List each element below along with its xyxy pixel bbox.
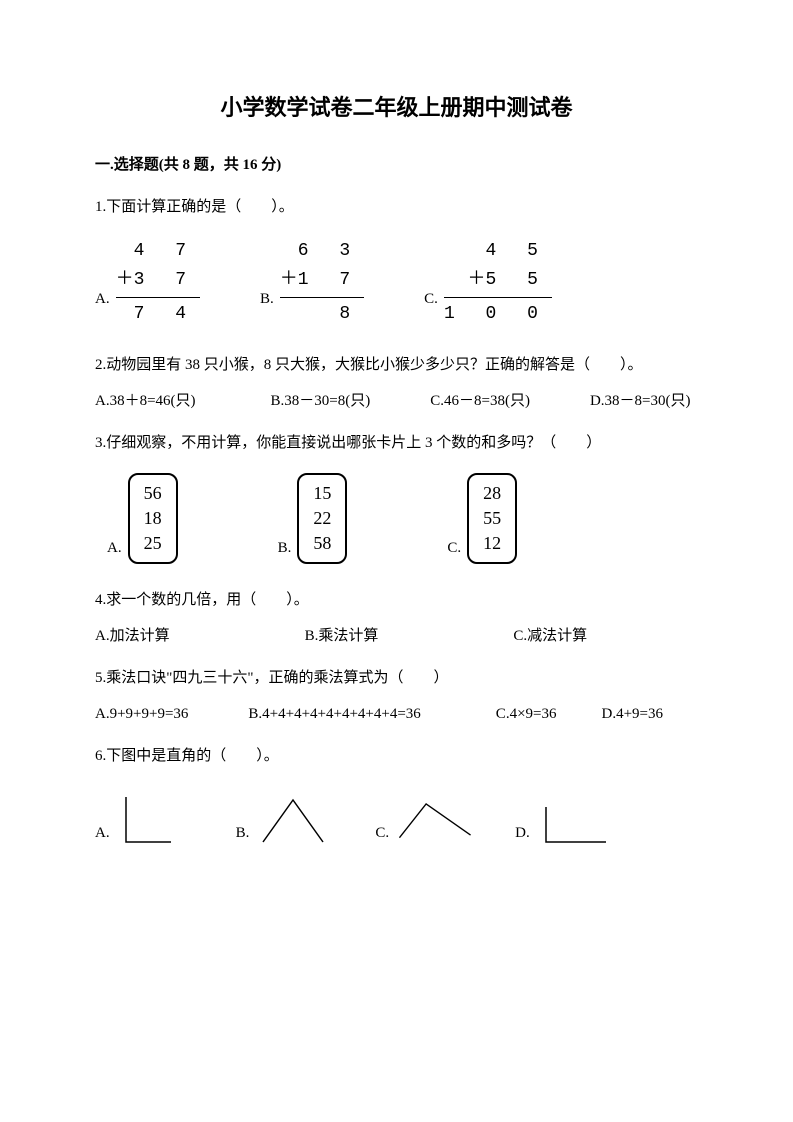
angle-icon-d xyxy=(536,792,616,847)
q6-option-d: D. xyxy=(515,792,616,847)
q3-c-v1: 28 xyxy=(483,481,501,506)
angle-icon-a xyxy=(116,792,196,847)
q3-b-v3: 58 xyxy=(313,531,331,556)
q1-options: A. 4 7 ＋3 7 7 4 B. 6 3 ＋1 7 8 C. 4 5 ＋5 … xyxy=(95,237,698,328)
q1-a-calc: 4 7 ＋3 7 7 4 xyxy=(116,237,200,328)
q5-text: 5.乘法口诀"四九三十六"，正确的乘法算式为（ ） xyxy=(95,666,698,690)
q3-c-label: C. xyxy=(447,536,461,560)
question-2: 2.动物园里有 38 只小猴，8 只大猴，大猴比小猴少多少只？正确的解答是（ ）… xyxy=(95,353,698,413)
q3-option-b: B. 15 22 58 xyxy=(278,473,348,565)
q1-c-r1: 4 5 xyxy=(444,237,552,266)
q1-c-r2v: 5 5 xyxy=(486,270,548,290)
q1-a-label: A. xyxy=(95,287,110,311)
q3-b-label: B. xyxy=(278,536,292,560)
q1-b-op: ＋ xyxy=(280,266,298,295)
q1-c-r2: ＋5 5 xyxy=(444,266,552,295)
q1-c-calc: 4 5 ＋5 5 1 0 0 xyxy=(444,237,552,328)
q3-a-v1: 56 xyxy=(144,481,162,506)
q1-b-r3: 8 xyxy=(280,300,364,329)
q1-option-b: B. 6 3 ＋1 7 8 xyxy=(260,237,364,328)
q1-b-r2v: 1 7 xyxy=(298,270,360,290)
q6-option-a: A. xyxy=(95,792,196,847)
q3-text: 3.仔细观察，不用计算，你能直接说出哪张卡片上 3 个数的和多吗？（ ） xyxy=(95,431,698,455)
q1-a-r3: 7 4 xyxy=(116,300,200,329)
q3-b-v1: 15 xyxy=(313,481,331,506)
q1-text: 1.下面计算正确的是（ ）。 xyxy=(95,195,698,219)
q6-d-label: D. xyxy=(515,821,530,845)
page-title: 小学数学试卷二年级上册期中测试卷 xyxy=(95,90,698,125)
q1-b-r1: 6 3 xyxy=(280,237,364,266)
q3-c-card: 28 55 12 xyxy=(467,473,517,565)
q3-b-v2: 22 xyxy=(313,506,331,531)
q6-text: 6.下图中是直角的（ ）。 xyxy=(95,744,698,768)
q2-options: A.38＋8=46(只) B.38－30=8(只) C.46－8=38(只) D… xyxy=(95,389,698,413)
section-header: 一.选择题(共 8 题，共 16 分) xyxy=(95,153,698,177)
question-6: 6.下图中是直角的（ ）。 A. B. C. D. xyxy=(95,744,698,847)
q1-b-label: B. xyxy=(260,287,274,311)
q2-text: 2.动物园里有 38 只小猴，8 只大猴，大猴比小猴少多少只？正确的解答是（ ）… xyxy=(95,353,698,377)
q4-options: A.加法计算 B.乘法计算 C.减法计算 xyxy=(95,624,698,648)
q6-c-label: C. xyxy=(375,821,389,845)
q3-b-card: 15 22 58 xyxy=(297,473,347,565)
q6-option-b: B. xyxy=(236,792,336,847)
q6-a-label: A. xyxy=(95,821,110,845)
q3-a-v3: 25 xyxy=(144,531,162,556)
angle-icon-c xyxy=(395,792,475,847)
q3-c-v3: 12 xyxy=(483,531,501,556)
q4-text: 4.求一个数的几倍，用（ ）。 xyxy=(95,588,698,612)
q1-c-line xyxy=(444,297,552,298)
q3-a-v2: 18 xyxy=(144,506,162,531)
q1-a-r1: 4 7 xyxy=(116,237,200,266)
q1-option-a: A. 4 7 ＋3 7 7 4 xyxy=(95,237,200,328)
q1-b-line xyxy=(280,297,364,298)
q6-b-label: B. xyxy=(236,821,250,845)
q3-options: A. 56 18 25 B. 15 22 58 C. 28 55 12 xyxy=(107,473,698,565)
q3-option-a: A. 56 18 25 xyxy=(107,473,178,565)
q1-c-op: ＋ xyxy=(468,266,486,295)
q1-a-r2v: 3 7 xyxy=(134,270,196,290)
q1-b-r2: ＋1 7 xyxy=(280,266,364,295)
q6-options: A. B. C. D. xyxy=(95,792,698,847)
angle-icon-b xyxy=(255,792,335,847)
q1-c-label: C. xyxy=(424,287,438,311)
q1-b-calc: 6 3 ＋1 7 8 xyxy=(280,237,364,328)
question-3: 3.仔细观察，不用计算，你能直接说出哪张卡片上 3 个数的和多吗？（ ） A. … xyxy=(95,431,698,565)
q1-a-op: ＋ xyxy=(116,266,134,295)
q3-a-label: A. xyxy=(107,536,122,560)
question-1: 1.下面计算正确的是（ ）。 A. 4 7 ＋3 7 7 4 B. 6 3 ＋1… xyxy=(95,195,698,328)
q3-c-v2: 55 xyxy=(483,506,501,531)
q3-a-card: 56 18 25 xyxy=(128,473,178,565)
question-4: 4.求一个数的几倍，用（ ）。 A.加法计算 B.乘法计算 C.减法计算 xyxy=(95,588,698,648)
question-5: 5.乘法口诀"四九三十六"，正确的乘法算式为（ ） A.9+9+9+9=36 B… xyxy=(95,666,698,726)
q3-option-c: C. 28 55 12 xyxy=(447,473,517,565)
q6-option-c: C. xyxy=(375,792,475,847)
q1-c-r3: 1 0 0 xyxy=(444,300,552,329)
q1-a-line xyxy=(116,297,200,298)
q1-a-r2: ＋3 7 xyxy=(116,266,200,295)
q5-options: A.9+9+9+9=36 B.4+4+4+4+4+4+4+4+4=36 C.4×… xyxy=(95,702,698,726)
q1-option-c: C. 4 5 ＋5 5 1 0 0 xyxy=(424,237,552,328)
